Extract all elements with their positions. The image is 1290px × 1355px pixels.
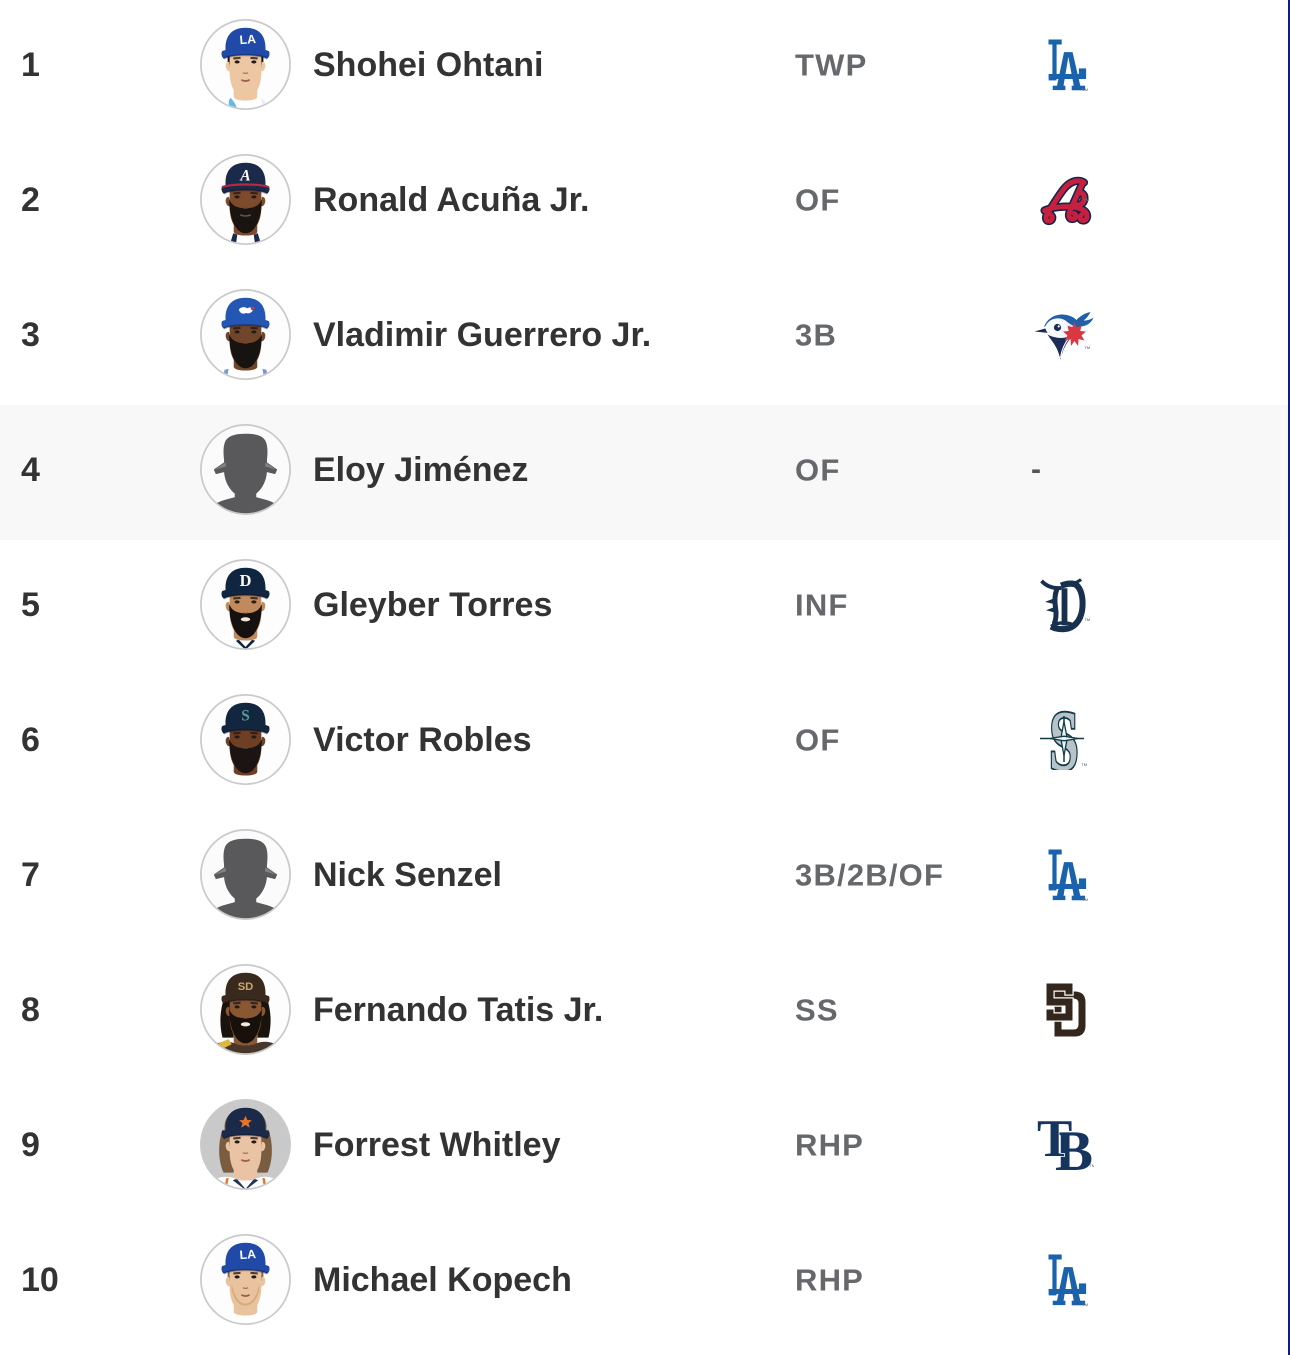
svg-text:™: ™ (1083, 198, 1090, 205)
svg-text:™: ™ (1084, 346, 1091, 353)
svg-text:A: A (239, 168, 250, 185)
svg-text:™: ™ (1089, 1164, 1094, 1171)
svg-text:S: S (241, 708, 250, 725)
svg-text:™: ™ (1082, 88, 1089, 95)
svg-text:™: ™ (1082, 1303, 1089, 1310)
svg-text:™: ™ (1082, 898, 1089, 905)
svg-text:LA: LA (239, 32, 256, 47)
svg-text:B: B (1055, 1120, 1093, 1175)
svg-text:LA: LA (239, 1247, 256, 1262)
svg-text:™: ™ (1081, 763, 1088, 770)
svg-text:™: ™ (1084, 618, 1091, 625)
svg-text:SD: SD (238, 981, 254, 993)
svg-text:T: T (1037, 1115, 1072, 1168)
svg-text:D: D (240, 571, 252, 590)
